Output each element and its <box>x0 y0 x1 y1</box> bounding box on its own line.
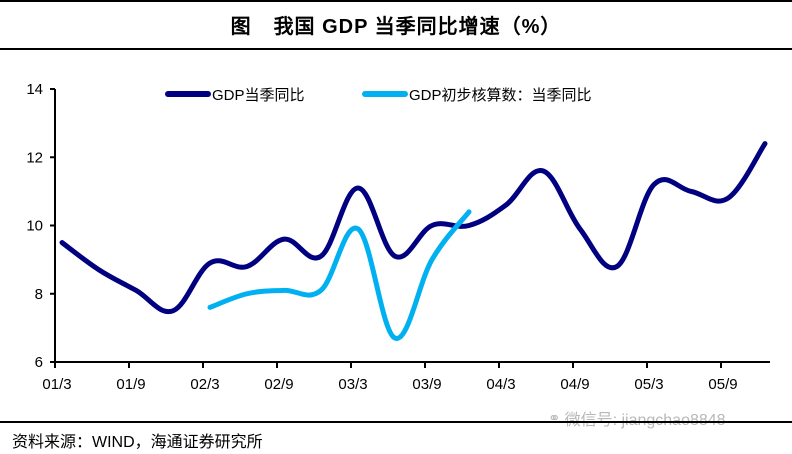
x-tick-label: 01/3 <box>42 376 71 393</box>
watermark-text: 微信号: jiangchao8848 <box>565 406 726 430</box>
y-tick-label: 10 <box>26 218 43 235</box>
x-tick-label: 05/3 <box>634 376 663 393</box>
y-tick-label: 8 <box>35 286 43 303</box>
bottom-rule <box>0 421 792 423</box>
x-tick-label: 05/9 <box>708 376 737 393</box>
x-tick-label: 02/3 <box>190 376 219 393</box>
x-tick-label: 04/9 <box>560 376 589 393</box>
wechat-icon: ⚭ <box>548 410 561 427</box>
watermark: ⚭ 微信号: jiangchao8848 <box>548 406 726 430</box>
legend-label: GDP初步核算数：当季同比 <box>409 86 592 104</box>
top-rule <box>0 0 792 2</box>
x-tick-label: 04/3 <box>486 376 515 393</box>
source-note: 资料来源：WIND，海通证券研究所 <box>12 434 263 451</box>
line-chart: 6 8 10 12 14 01/3 01/9 02/3 02/9 03/3 03/9 04/3 04/9… <box>26 81 770 393</box>
series-line-gdp-quarterly-yoy <box>59 141 768 315</box>
figure-label: 图 <box>230 16 252 38</box>
x-tick-label: 03/3 <box>338 376 367 393</box>
y-tick-label: 6 <box>35 354 43 371</box>
title-rule <box>0 48 792 50</box>
series-line-gdp-preliminary-yoy <box>207 209 472 341</box>
x-tick-label: 01/9 <box>116 376 145 393</box>
x-tick-label: 03/9 <box>412 376 441 393</box>
title-text: 我国 GDP 当季同比增速（%） <box>273 16 562 38</box>
y-tick-label: 14 <box>26 81 43 98</box>
legend-label: GDP当季同比 <box>212 87 305 104</box>
x-tick-label: 02/9 <box>264 376 293 393</box>
chart-title: 图我国 GDP 当季同比增速（%） <box>0 10 792 39</box>
y-tick-label: 12 <box>26 149 43 166</box>
